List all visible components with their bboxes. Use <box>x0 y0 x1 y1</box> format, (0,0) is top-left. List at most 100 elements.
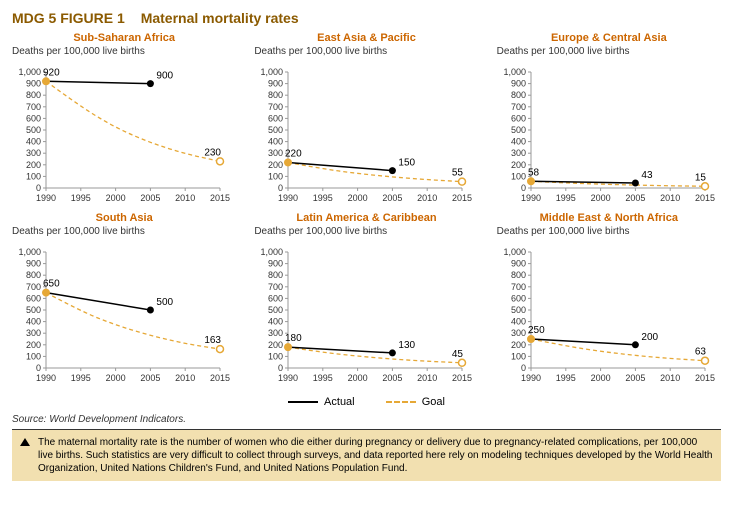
svg-text:2010: 2010 <box>175 193 195 203</box>
panel-title: Latin America & Caribbean <box>254 212 478 224</box>
svg-text:700: 700 <box>26 282 41 292</box>
svg-text:200: 200 <box>26 340 41 350</box>
svg-text:2000: 2000 <box>348 193 368 203</box>
svg-text:150: 150 <box>399 158 416 169</box>
figure-container: MDG 5 FIGURE 1 Maternal mortality rates … <box>0 0 733 489</box>
svg-text:1995: 1995 <box>313 193 333 203</box>
svg-text:1,000: 1,000 <box>18 67 41 77</box>
svg-text:100: 100 <box>511 171 526 181</box>
svg-text:0: 0 <box>36 183 41 193</box>
svg-text:100: 100 <box>268 351 283 361</box>
chart-panel: Middle East & North AfricaDeaths per 100… <box>497 212 721 388</box>
svg-text:200: 200 <box>268 340 283 350</box>
figure-title: MDG 5 FIGURE 1 Maternal mortality rates <box>12 10 721 26</box>
svg-text:500: 500 <box>26 125 41 135</box>
svg-text:43: 43 <box>641 170 653 181</box>
svg-text:400: 400 <box>268 317 283 327</box>
svg-text:500: 500 <box>511 305 526 315</box>
svg-text:600: 600 <box>26 293 41 303</box>
svg-text:200: 200 <box>641 332 658 343</box>
svg-text:2005: 2005 <box>625 193 645 203</box>
svg-text:200: 200 <box>268 160 283 170</box>
svg-text:900: 900 <box>511 259 526 269</box>
legend-actual: Actual <box>288 396 355 408</box>
svg-text:500: 500 <box>268 305 283 315</box>
panel-title: East Asia & Pacific <box>254 32 478 44</box>
svg-text:0: 0 <box>521 183 526 193</box>
svg-text:130: 130 <box>399 340 416 351</box>
panel-title: Sub-Saharan Africa <box>12 32 236 44</box>
svg-text:1995: 1995 <box>71 193 91 203</box>
svg-text:400: 400 <box>268 137 283 147</box>
svg-text:0: 0 <box>521 363 526 373</box>
chart-panel: Europe & Central Asia Deaths per 100,000 … <box>497 32 721 208</box>
svg-text:1990: 1990 <box>278 373 298 383</box>
svg-text:100: 100 <box>26 171 41 181</box>
svg-text:55: 55 <box>452 168 464 179</box>
svg-text:1995: 1995 <box>555 193 575 203</box>
panel-ylabel: Deaths per 100,000 live births <box>497 46 721 57</box>
svg-text:0: 0 <box>278 183 283 193</box>
svg-text:100: 100 <box>268 171 283 181</box>
svg-text:63: 63 <box>695 347 707 358</box>
chart-panel: South Asia Deaths per 100,000 live births… <box>12 212 236 388</box>
svg-text:700: 700 <box>511 282 526 292</box>
svg-text:500: 500 <box>156 297 173 308</box>
svg-text:800: 800 <box>268 270 283 280</box>
panel-ylabel: Deaths per 100,000 live births <box>254 46 478 57</box>
svg-text:2000: 2000 <box>348 373 368 383</box>
svg-text:400: 400 <box>511 137 526 147</box>
svg-text:200: 200 <box>511 160 526 170</box>
legend-goal-label: Goal <box>422 396 445 408</box>
svg-text:2010: 2010 <box>175 373 195 383</box>
svg-text:700: 700 <box>511 102 526 112</box>
svg-text:100: 100 <box>511 351 526 361</box>
footnote-text: The maternal mortality rate is the numbe… <box>38 436 713 475</box>
svg-text:650: 650 <box>43 279 60 290</box>
chart-panel: Sub-Saharan AfricaDeaths per 100,000 liv… <box>12 32 236 208</box>
panel-title: Europe & Central Asia <box>497 32 721 44</box>
svg-text:180: 180 <box>285 333 302 344</box>
svg-text:300: 300 <box>26 328 41 338</box>
svg-text:1,000: 1,000 <box>261 247 284 257</box>
source-text: World Development Indicators. <box>49 414 186 425</box>
svg-text:2005: 2005 <box>140 373 160 383</box>
svg-text:400: 400 <box>511 317 526 327</box>
svg-text:2005: 2005 <box>140 193 160 203</box>
chart-panel: East Asia & Pacific Deaths per 100,000 li… <box>254 32 478 208</box>
svg-text:1,000: 1,000 <box>503 67 526 77</box>
svg-text:800: 800 <box>511 270 526 280</box>
svg-text:163: 163 <box>204 335 221 346</box>
svg-text:900: 900 <box>26 79 41 89</box>
figure-label: MDG 5 FIGURE 1 <box>12 10 125 26</box>
svg-text:600: 600 <box>268 113 283 123</box>
source-label: Source: <box>12 414 46 425</box>
svg-text:500: 500 <box>268 125 283 135</box>
svg-text:2015: 2015 <box>695 193 715 203</box>
panel-title: South Asia <box>12 212 236 224</box>
svg-text:300: 300 <box>511 328 526 338</box>
svg-text:900: 900 <box>26 259 41 269</box>
svg-text:2005: 2005 <box>625 373 645 383</box>
chart-svg: 01002003004005006007008009001,0001990199… <box>12 238 230 388</box>
svg-text:2010: 2010 <box>418 373 438 383</box>
svg-text:700: 700 <box>268 102 283 112</box>
svg-text:2000: 2000 <box>590 373 610 383</box>
svg-text:600: 600 <box>26 113 41 123</box>
svg-text:1,000: 1,000 <box>503 247 526 257</box>
chart-svg: 01002003004005006007008009001,0001990199… <box>497 238 715 388</box>
svg-text:200: 200 <box>511 340 526 350</box>
svg-text:2010: 2010 <box>418 193 438 203</box>
svg-text:200: 200 <box>26 160 41 170</box>
svg-text:15: 15 <box>695 172 707 183</box>
svg-text:400: 400 <box>26 137 41 147</box>
chart-svg: 01002003004005006007008009001,0001990199… <box>254 58 472 208</box>
svg-text:500: 500 <box>511 125 526 135</box>
svg-text:1995: 1995 <box>313 373 333 383</box>
svg-text:800: 800 <box>268 90 283 100</box>
svg-text:250: 250 <box>528 325 545 336</box>
panel-ylabel: Deaths per 100,000 live births <box>12 226 236 237</box>
svg-text:2000: 2000 <box>106 193 126 203</box>
svg-text:0: 0 <box>278 363 283 373</box>
source-line: Source: World Development Indicators. <box>12 412 721 430</box>
